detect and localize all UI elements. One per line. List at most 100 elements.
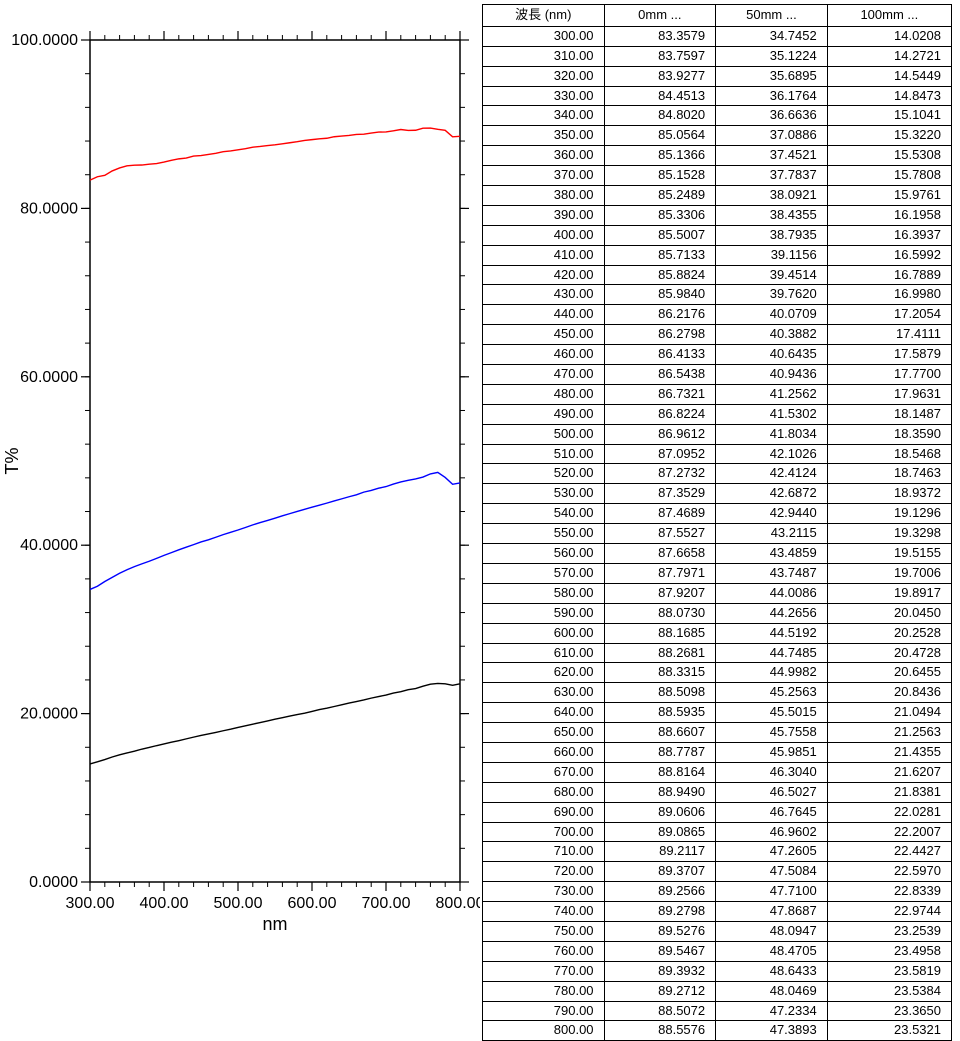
table-cell: 47.5084 — [716, 862, 828, 882]
table-cell: 360.00 — [483, 146, 605, 166]
table-cell: 37.7837 — [716, 166, 828, 186]
table-cell: 89.5276 — [604, 921, 716, 941]
table-cell: 42.1026 — [716, 444, 828, 464]
table-cell: 87.6658 — [604, 544, 716, 564]
table-cell: 660.00 — [483, 742, 605, 762]
table-cell: 88.5072 — [604, 1001, 716, 1021]
table-cell: 88.5935 — [604, 703, 716, 723]
table-row: 580.0087.920744.008619.8917 — [483, 583, 952, 603]
table-row: 390.0085.330638.435516.1958 — [483, 205, 952, 225]
table-cell: 35.6895 — [716, 66, 828, 86]
table-cell: 22.5970 — [827, 862, 951, 882]
table-row: 790.0088.507247.233423.3650 — [483, 1001, 952, 1021]
table-cell: 750.00 — [483, 921, 605, 941]
table-cell: 15.9761 — [827, 186, 951, 206]
x-axis-label: nm — [262, 914, 287, 934]
table-row: 740.0089.279847.868722.9744 — [483, 902, 952, 922]
table-cell: 44.9982 — [716, 663, 828, 683]
table-cell: 34.7452 — [716, 26, 828, 46]
table-cell: 88.5576 — [604, 1021, 716, 1041]
table-cell: 46.7645 — [716, 802, 828, 822]
table-row: 570.0087.797143.748719.7006 — [483, 563, 952, 583]
table-cell: 87.0952 — [604, 444, 716, 464]
table-row: 640.0088.593545.501521.0494 — [483, 703, 952, 723]
table-cell: 21.2563 — [827, 723, 951, 743]
table-cell: 89.2566 — [604, 882, 716, 902]
table-cell: 83.3579 — [604, 26, 716, 46]
table-cell: 37.4521 — [716, 146, 828, 166]
table-cell: 780.00 — [483, 981, 605, 1001]
table-cell: 36.1764 — [716, 86, 828, 106]
table-cell: 85.1366 — [604, 146, 716, 166]
table-cell: 83.7597 — [604, 46, 716, 66]
table-cell: 48.0469 — [716, 981, 828, 1001]
table-row: 530.0087.352942.687218.9372 — [483, 484, 952, 504]
table-cell: 44.5192 — [716, 623, 828, 643]
table-cell: 15.7808 — [827, 166, 951, 186]
table-column-header: 波長 (nm) — [483, 5, 605, 27]
table-cell: 85.9840 — [604, 285, 716, 305]
table-cell: 42.4124 — [716, 464, 828, 484]
table-cell: 86.7321 — [604, 384, 716, 404]
table-cell: 38.7935 — [716, 225, 828, 245]
table-row: 430.0085.984039.762016.9980 — [483, 285, 952, 305]
table-cell: 14.5449 — [827, 66, 951, 86]
table-cell: 39.4514 — [716, 265, 828, 285]
table-cell: 43.4859 — [716, 544, 828, 564]
table-cell: 350.00 — [483, 126, 605, 146]
table-row: 360.0085.136637.452115.5308 — [483, 146, 952, 166]
table-cell: 45.9851 — [716, 742, 828, 762]
table-cell: 19.3298 — [827, 524, 951, 544]
table-cell: 36.6636 — [716, 106, 828, 126]
table-cell: 21.4355 — [827, 742, 951, 762]
table-cell: 400.00 — [483, 225, 605, 245]
table-cell: 87.7971 — [604, 563, 716, 583]
table-cell: 23.4958 — [827, 941, 951, 961]
table-cell: 790.00 — [483, 1001, 605, 1021]
table-cell: 14.0208 — [827, 26, 951, 46]
table-cell: 310.00 — [483, 46, 605, 66]
x-tick-label: 700.00 — [362, 895, 411, 912]
transmittance-chart: 300.00400.00500.00600.00700.00800.000.00… — [0, 0, 480, 960]
table-row: 320.0083.927735.689514.5449 — [483, 66, 952, 86]
data-table: 波長 (nm)0mm ...50mm ...100mm ... 300.0083… — [482, 4, 952, 1041]
table-cell: 88.7787 — [604, 742, 716, 762]
table-cell: 43.7487 — [716, 563, 828, 583]
chart-svg: 300.00400.00500.00600.00700.00800.000.00… — [0, 0, 480, 960]
table-row: 340.0084.802036.663615.1041 — [483, 106, 952, 126]
table-cell: 18.3590 — [827, 424, 951, 444]
table-row: 770.0089.393248.643323.5819 — [483, 961, 952, 981]
table-cell: 19.1296 — [827, 504, 951, 524]
table-cell: 88.2681 — [604, 643, 716, 663]
table-body: 300.0083.357934.745214.0208310.0083.7597… — [483, 26, 952, 1040]
table-cell: 88.3315 — [604, 663, 716, 683]
y-tick-label: 100.0000 — [11, 32, 78, 49]
table-cell: 88.0730 — [604, 603, 716, 623]
table-cell: 22.8339 — [827, 882, 951, 902]
table-row: 440.0086.217640.070917.2054 — [483, 305, 952, 325]
table-cell: 540.00 — [483, 504, 605, 524]
table-row: 710.0089.211747.260522.4427 — [483, 842, 952, 862]
table-row: 500.0086.961241.803418.3590 — [483, 424, 952, 444]
table-row: 800.0088.557647.389323.5321 — [483, 1021, 952, 1041]
table-cell: 86.5438 — [604, 365, 716, 385]
table-cell: 620.00 — [483, 663, 605, 683]
table-cell: 23.5321 — [827, 1021, 951, 1041]
table-cell: 590.00 — [483, 603, 605, 623]
table-row: 660.0088.778745.985121.4355 — [483, 742, 952, 762]
table-row: 490.0086.822441.530218.1487 — [483, 404, 952, 424]
table-cell: 740.00 — [483, 902, 605, 922]
table-row: 460.0086.413340.643517.5879 — [483, 345, 952, 365]
series-50mm — [90, 472, 460, 589]
y-tick-label: 40.0000 — [20, 537, 78, 554]
table-cell: 45.5015 — [716, 703, 828, 723]
table-cell: 89.0606 — [604, 802, 716, 822]
table-cell: 86.2798 — [604, 325, 716, 345]
table-cell: 16.7889 — [827, 265, 951, 285]
table-cell: 38.4355 — [716, 205, 828, 225]
table-cell: 86.2176 — [604, 305, 716, 325]
table-cell: 690.00 — [483, 802, 605, 822]
table-cell: 44.2656 — [716, 603, 828, 623]
table-cell: 380.00 — [483, 186, 605, 206]
table-cell: 320.00 — [483, 66, 605, 86]
